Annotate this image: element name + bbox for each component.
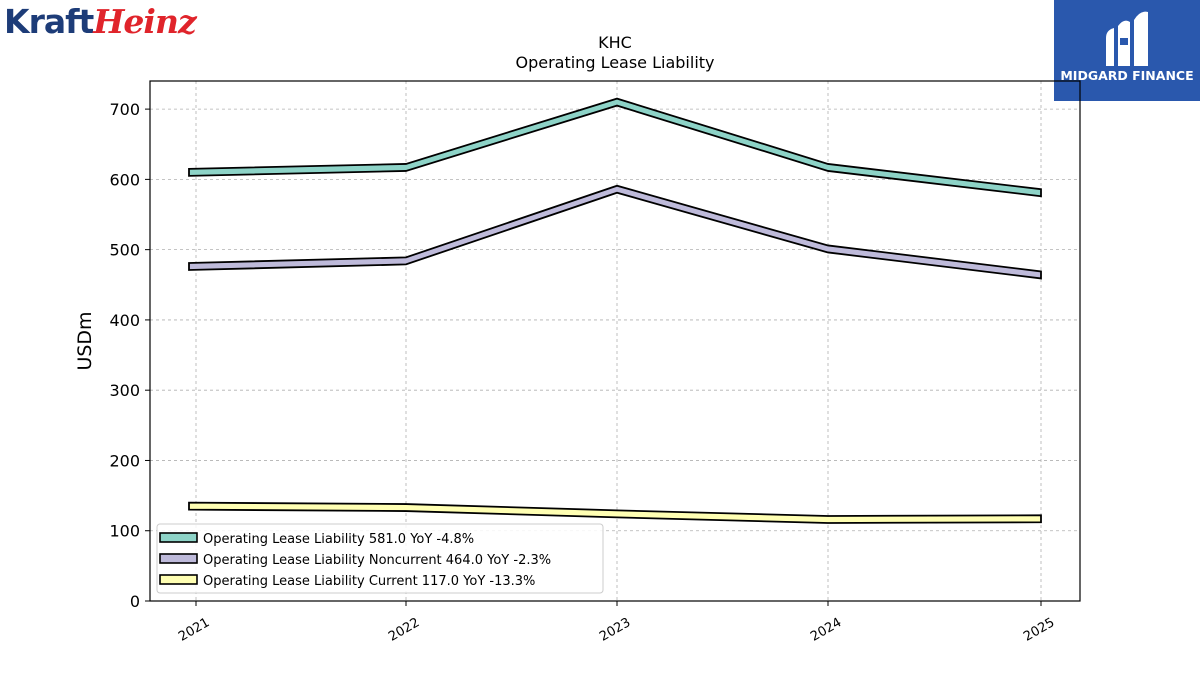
y-tick-label: 500: [109, 241, 140, 260]
midgard-finance-label: MIDGARD FINANCE: [1060, 68, 1194, 83]
legend-swatch-2: [159, 553, 198, 564]
logo-kraft-text: Kraft: [4, 2, 94, 41]
y-tick-label: 300: [109, 381, 140, 400]
series-line-1: [188, 97, 1042, 198]
y-tick-label: 0: [130, 592, 140, 611]
legend: Operating Lease Liability 581.0 YoY -4.8…: [156, 523, 604, 594]
legend-swatch-1: [159, 532, 198, 543]
legend-swatch-3: [159, 574, 198, 585]
plot-frame: [149, 80, 1081, 602]
x-tick-label: 2023: [597, 615, 633, 645]
x-tick-label: 2025: [1021, 615, 1057, 645]
series-line-3: [188, 501, 1042, 524]
x-tick-label: 2022: [386, 615, 422, 645]
legend-entry-2: Operating Lease Liability Noncurrent 464…: [203, 553, 551, 568]
y-tick-label: 700: [109, 100, 140, 119]
midgard-emblem-icon: [1106, 11, 1148, 67]
legend-box: [156, 523, 604, 594]
y-tick-label: 200: [109, 451, 140, 470]
chart-subtitle: Operating Lease Liability: [515, 53, 714, 72]
legend-entry-1: Operating Lease Liability 581.0 YoY -4.8…: [203, 532, 474, 547]
x-tick-label: 2021: [176, 615, 212, 645]
y-tick-label: 400: [109, 311, 140, 330]
y-tick-label: 100: [109, 522, 140, 541]
chart-title: KHC: [598, 33, 632, 52]
x-tick-label: 2024: [808, 615, 844, 645]
kraft-heinz-logo: KraftHeinz: [4, 0, 197, 44]
logo-heinz-text: Heinz: [93, 2, 196, 41]
y-axis-label: USDm: [74, 311, 96, 370]
series-line-2: [188, 184, 1042, 280]
y-tick-label: 600: [109, 170, 140, 189]
series-group: [188, 97, 1042, 524]
midgard-finance-logo: MIDGARD FINANCE: [1054, 0, 1200, 101]
legend-entry-3: Operating Lease Liability Current 117.0 …: [203, 574, 535, 589]
